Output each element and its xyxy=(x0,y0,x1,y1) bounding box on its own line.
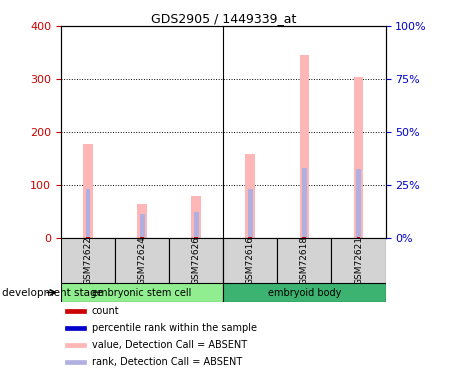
Bar xyxy=(65,343,86,347)
Bar xyxy=(299,56,309,238)
Bar xyxy=(86,189,90,238)
Text: GSM72622: GSM72622 xyxy=(83,236,92,285)
Bar xyxy=(223,283,386,302)
Bar xyxy=(65,360,86,364)
Text: rank, Detection Call = ABSENT: rank, Detection Call = ABSENT xyxy=(92,357,242,367)
Bar xyxy=(245,154,255,238)
Bar xyxy=(303,237,306,238)
Bar xyxy=(61,238,115,283)
Bar xyxy=(354,76,364,238)
Bar xyxy=(61,283,223,302)
Bar xyxy=(223,238,277,283)
Bar xyxy=(356,169,361,238)
Bar xyxy=(140,237,144,238)
Bar xyxy=(331,238,386,283)
Bar xyxy=(137,204,147,238)
Text: value, Detection Call = ABSENT: value, Detection Call = ABSENT xyxy=(92,340,247,350)
Bar xyxy=(65,326,86,330)
Bar xyxy=(169,238,223,283)
Text: GSM72626: GSM72626 xyxy=(192,236,201,285)
Bar xyxy=(191,196,201,238)
Text: development stage: development stage xyxy=(2,288,103,298)
Bar xyxy=(194,211,198,238)
Bar xyxy=(302,168,307,238)
Bar xyxy=(277,238,331,283)
Bar xyxy=(86,237,90,238)
Text: GSM72621: GSM72621 xyxy=(354,236,363,285)
Title: GDS2905 / 1449339_at: GDS2905 / 1449339_at xyxy=(151,12,296,25)
Text: embryoid body: embryoid body xyxy=(268,288,341,297)
Bar xyxy=(140,214,144,238)
Text: embryonic stem cell: embryonic stem cell xyxy=(92,288,192,297)
Text: GSM72618: GSM72618 xyxy=(300,236,309,285)
Bar xyxy=(115,238,169,283)
Text: count: count xyxy=(92,306,120,316)
Bar xyxy=(249,237,252,238)
Bar xyxy=(65,309,86,313)
Bar xyxy=(83,144,93,238)
Bar xyxy=(248,189,253,238)
Text: GSM72616: GSM72616 xyxy=(246,236,255,285)
Bar xyxy=(194,237,198,238)
Text: percentile rank within the sample: percentile rank within the sample xyxy=(92,323,257,333)
Text: GSM72624: GSM72624 xyxy=(138,236,147,285)
Bar xyxy=(357,237,360,238)
